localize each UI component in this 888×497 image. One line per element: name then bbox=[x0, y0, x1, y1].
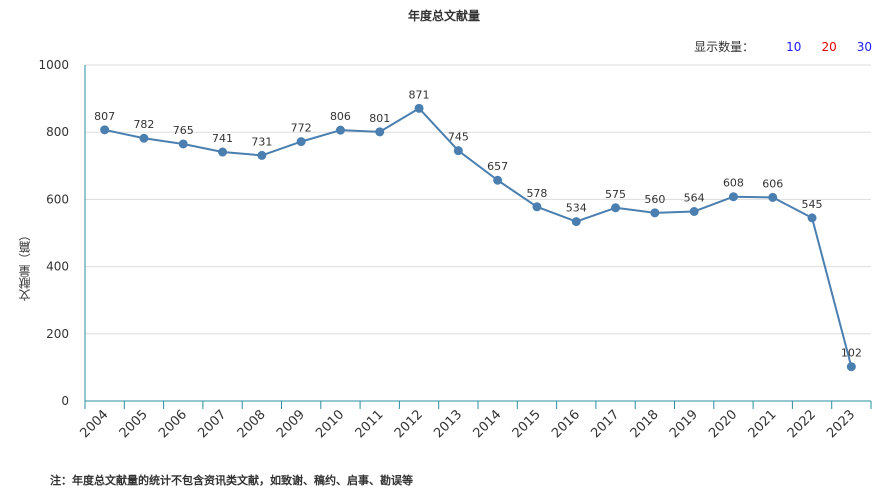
grid-lines bbox=[85, 64, 871, 335]
count-option-20[interactable]: 20 bbox=[821, 39, 837, 54]
display-count-selector: 显示数量： 10 20 30 bbox=[694, 38, 872, 55]
data-point[interactable] bbox=[768, 192, 778, 202]
series-line bbox=[104, 107, 853, 367]
x-tick-label: 2020 bbox=[706, 407, 740, 441]
data-label: 560 bbox=[644, 193, 665, 206]
data-point[interactable] bbox=[257, 150, 267, 160]
axes: 0 200 400 600 800 1000 2004 2005 2006 2007 2008 200… bbox=[38, 58, 872, 441]
x-tick-label: 2021 bbox=[746, 407, 780, 441]
x-tick-label: 2018 bbox=[628, 407, 662, 441]
x-tick-label: 2007 bbox=[195, 407, 229, 441]
y-tick-label: 1000 bbox=[38, 58, 69, 72]
data-point[interactable] bbox=[453, 146, 463, 156]
data-point[interactable] bbox=[493, 175, 503, 185]
x-tick-label: 2011 bbox=[353, 407, 387, 441]
data-point[interactable] bbox=[375, 127, 385, 137]
x-tick-label: 2006 bbox=[156, 407, 190, 441]
data-point[interactable] bbox=[571, 217, 581, 227]
data-label: 102 bbox=[841, 347, 862, 360]
data-point[interactable] bbox=[296, 137, 306, 147]
x-tick-label: 2015 bbox=[510, 407, 544, 441]
data-label: 575 bbox=[605, 188, 626, 201]
data-labels: 807 782 765 741 731 772 806 801 871 745 657 578 534 5… bbox=[94, 88, 862, 359]
x-tick-label: 2017 bbox=[588, 407, 622, 441]
y-tick-label: 400 bbox=[46, 260, 69, 274]
data-label: 772 bbox=[291, 122, 312, 135]
x-tick-label: 2016 bbox=[549, 407, 583, 441]
data-label: 871 bbox=[409, 88, 430, 101]
data-label: 731 bbox=[251, 135, 272, 148]
data-label: 608 bbox=[723, 177, 744, 190]
count-option-10[interactable]: 10 bbox=[786, 39, 802, 54]
data-point[interactable] bbox=[807, 213, 817, 223]
data-point[interactable] bbox=[178, 139, 188, 149]
data-label: 765 bbox=[173, 124, 194, 137]
x-tick-label: 2005 bbox=[117, 407, 151, 441]
data-point[interactable] bbox=[532, 202, 542, 212]
data-point[interactable] bbox=[139, 133, 149, 143]
series-layer bbox=[100, 103, 856, 372]
x-tick-label: 2008 bbox=[235, 407, 269, 441]
x-tick-label: 2022 bbox=[785, 407, 819, 441]
x-tick-label: 2013 bbox=[431, 407, 465, 441]
display-count-label: 显示数量： bbox=[694, 40, 755, 54]
data-point[interactable] bbox=[728, 192, 738, 202]
data-point[interactable] bbox=[100, 125, 110, 135]
x-tick-label: 2012 bbox=[392, 407, 426, 441]
data-label: 545 bbox=[802, 198, 823, 211]
data-label: 807 bbox=[94, 110, 115, 123]
data-point[interactable] bbox=[335, 125, 345, 135]
data-label: 745 bbox=[448, 131, 469, 144]
x-tick-label: 2023 bbox=[824, 407, 858, 441]
data-label: 741 bbox=[212, 132, 233, 145]
x-tick-label: 2009 bbox=[274, 407, 308, 441]
y-tick-label: 600 bbox=[46, 192, 69, 206]
x-tick-label: 2019 bbox=[667, 407, 701, 441]
data-point[interactable] bbox=[846, 362, 856, 372]
chart-title: 年度总文献量 bbox=[407, 9, 480, 23]
y-tick-label: 0 bbox=[61, 394, 69, 408]
footnote: 注：年度总文献量的统计不包含资讯类文献，如致谢、稿约、启事、勘误等 bbox=[50, 474, 413, 487]
data-point[interactable] bbox=[414, 103, 424, 113]
data-label: 782 bbox=[133, 118, 154, 131]
y-tick-label: 800 bbox=[46, 125, 69, 139]
data-point[interactable] bbox=[611, 203, 621, 213]
data-label: 801 bbox=[369, 112, 390, 125]
data-label: 534 bbox=[566, 202, 587, 215]
data-point[interactable] bbox=[218, 147, 228, 157]
data-label: 606 bbox=[762, 177, 783, 190]
data-point[interactable] bbox=[689, 206, 699, 216]
data-label: 578 bbox=[526, 187, 547, 200]
y-tick-label: 200 bbox=[46, 327, 69, 341]
x-tick-label: 2010 bbox=[313, 407, 347, 441]
x-tick-label: 2014 bbox=[470, 407, 504, 441]
count-option-30[interactable]: 30 bbox=[856, 39, 872, 54]
x-tick-label: 2004 bbox=[77, 407, 111, 441]
data-label: 657 bbox=[487, 160, 508, 173]
data-label: 564 bbox=[684, 191, 705, 204]
data-point[interactable] bbox=[650, 208, 660, 218]
data-label: 806 bbox=[330, 110, 351, 123]
